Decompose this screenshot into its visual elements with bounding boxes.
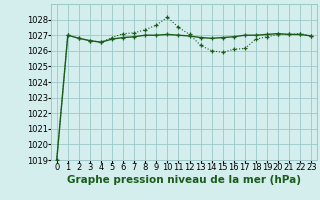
X-axis label: Graphe pression niveau de la mer (hPa): Graphe pression niveau de la mer (hPa)	[67, 175, 301, 185]
